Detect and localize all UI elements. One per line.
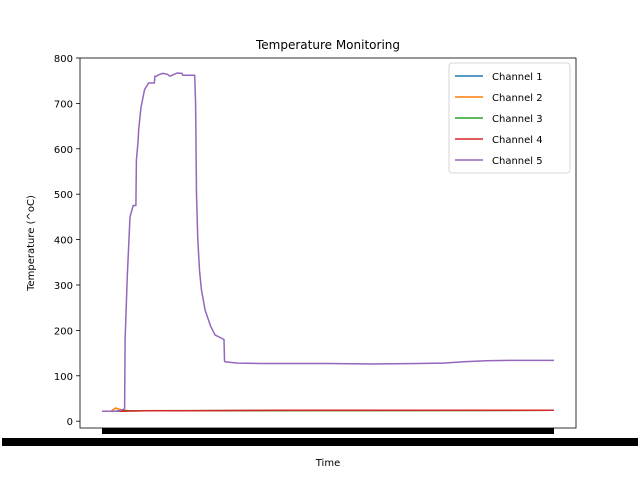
y-tick-label: 500 (54, 190, 73, 201)
legend-label: Channel 3 (492, 114, 543, 125)
x-tick-labels-overlap (2, 438, 638, 446)
y-axis-label: Temperature (^oC) (26, 195, 37, 292)
y-axis-ticks: 0 100 200 300 400 500 600 700 800 (54, 54, 80, 428)
x-tick-marks (102, 428, 554, 434)
series-line-channel-5 (102, 72, 554, 412)
y-tick-label: 600 (54, 145, 73, 156)
y-tick-label: 800 (54, 54, 73, 65)
y-tick-label: 400 (54, 236, 73, 247)
y-tick-label: 100 (54, 372, 73, 383)
x-axis-ticks (2, 428, 638, 446)
y-tick-label: 700 (54, 99, 73, 110)
series-layer (102, 72, 555, 412)
legend-label: Channel 2 (492, 93, 543, 104)
legend: Channel 1 Channel 2 Channel 3 Channel 4 Chan… (448, 62, 571, 174)
y-tick-label: 0 (67, 417, 73, 428)
legend-label: Channel 5 (492, 156, 543, 167)
legend-box (448, 62, 571, 174)
plot-frame (79, 57, 577, 429)
series-line-channel-4 (102, 409, 554, 412)
chart-title: Temperature Monitoring (255, 38, 400, 52)
y-tick-label: 200 (54, 326, 73, 337)
y-tick-label: 300 (54, 281, 73, 292)
x-axis-label: Time (315, 458, 340, 469)
legend-label: Channel 4 (492, 135, 543, 146)
legend-label: Channel 1 (492, 72, 543, 83)
